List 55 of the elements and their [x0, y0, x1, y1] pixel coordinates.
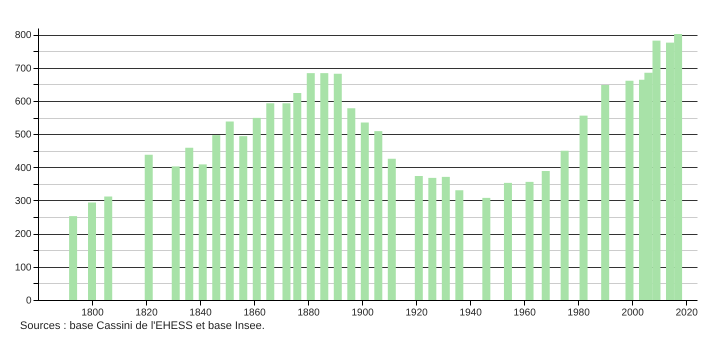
x-tick-label: 1840 [189, 308, 212, 318]
bar [69, 216, 78, 300]
bar [239, 136, 248, 300]
bar [504, 182, 512, 300]
bar [442, 176, 450, 300]
bar [252, 118, 261, 300]
bar [360, 122, 369, 300]
bar [198, 164, 207, 300]
x-tick-label: 1860 [243, 308, 266, 318]
x-tick-label: 1960 [514, 308, 536, 318]
bar [293, 93, 302, 300]
bar [482, 198, 490, 300]
bar [414, 176, 423, 300]
bar [374, 131, 382, 300]
y-tick-label: 100 [14, 262, 32, 274]
bar [104, 196, 112, 300]
source-note: Sources : base Cassini de l'EHESS et base Insee. [20, 320, 265, 332]
bar [144, 154, 153, 300]
x-tick-label: 2000 [622, 308, 644, 318]
y-tick-label: 600 [14, 96, 32, 108]
bar [526, 182, 534, 300]
x-tick-label: 1880 [297, 308, 320, 318]
y-tick-label: 800 [14, 30, 32, 42]
y-tick-label: 400 [14, 162, 32, 174]
bar [282, 103, 290, 300]
y-tick-label: 700 [14, 63, 32, 74]
x-tick-label: 1820 [135, 308, 158, 318]
bar [226, 122, 234, 300]
y-tick-label: 200 [14, 229, 32, 240]
x-tick-label: 1800 [81, 308, 104, 318]
bar [388, 158, 396, 300]
bar [347, 108, 356, 300]
x-tick-label: 1900 [351, 308, 374, 318]
x-tick-label: 2020 [676, 308, 698, 318]
x-tick-label: 1920 [405, 308, 428, 318]
bar [306, 73, 315, 300]
bar [580, 116, 588, 300]
bar [542, 170, 550, 300]
bar [560, 150, 569, 300]
bar [320, 73, 328, 300]
bar [334, 74, 342, 300]
bar [455, 190, 464, 300]
y-tick-label: 300 [14, 196, 32, 207]
bar [625, 80, 634, 300]
bar [428, 178, 436, 300]
y-tick-label: 0 [26, 296, 32, 306]
bar [266, 103, 274, 300]
bar [185, 148, 194, 300]
bar [601, 85, 610, 300]
bar [88, 202, 96, 300]
bar [212, 135, 220, 300]
bar [172, 166, 180, 300]
x-tick-label: 1940 [460, 308, 482, 318]
y-tick-label: 500 [14, 130, 32, 141]
x-tick-label: 1980 [568, 308, 590, 318]
